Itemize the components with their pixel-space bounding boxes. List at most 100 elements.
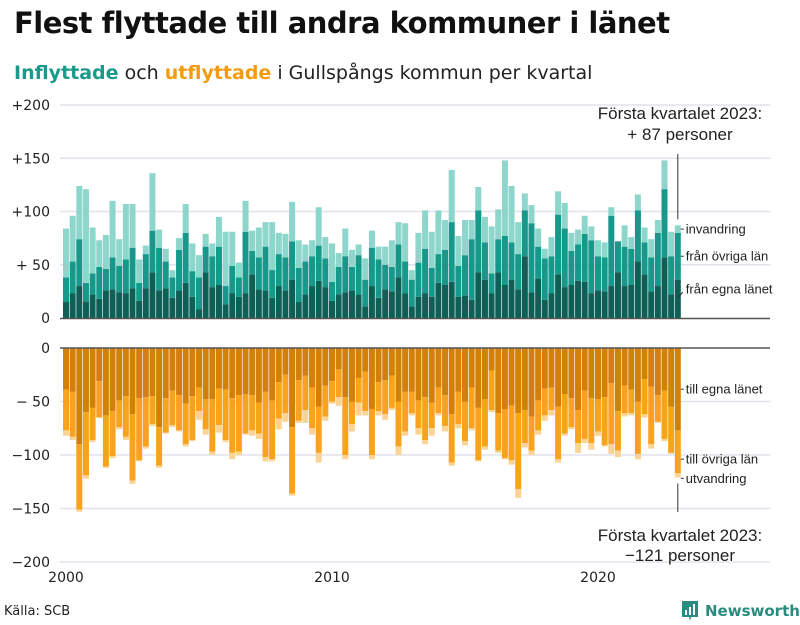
bar-out-utvandring bbox=[136, 460, 143, 462]
bar-out-egna bbox=[614, 348, 621, 412]
bar-in-egna bbox=[475, 272, 482, 318]
bar-out-egna bbox=[641, 348, 648, 380]
bar-in-egna bbox=[275, 286, 282, 318]
bar-in-invandring bbox=[275, 232, 282, 255]
bar-out-ovriga bbox=[455, 391, 462, 424]
bar-out-ovriga bbox=[69, 391, 76, 437]
bar-out-egna bbox=[348, 348, 355, 402]
bar-in-egna bbox=[568, 284, 575, 318]
bar-in-ovriga bbox=[674, 232, 681, 280]
bar-out-egna bbox=[462, 348, 468, 402]
bar-out-egna bbox=[249, 348, 256, 396]
bar-in-ovriga bbox=[322, 258, 329, 288]
bar-out-utvandring bbox=[109, 456, 116, 459]
bar-in-egna bbox=[162, 288, 169, 318]
bar-out-egna bbox=[601, 348, 608, 398]
bar-in-ovriga bbox=[282, 257, 289, 291]
bar-in-egna bbox=[348, 290, 355, 318]
bar-out-ovriga bbox=[555, 406, 562, 460]
bar-out-utvandring bbox=[255, 433, 262, 439]
bar-in-invandring bbox=[242, 200, 249, 232]
bar-out-utvandring bbox=[674, 473, 681, 478]
bar-out-egna bbox=[222, 348, 229, 390]
bar-in-invandring bbox=[315, 207, 322, 246]
bar-in-ovriga bbox=[82, 282, 89, 303]
bar-in-ovriga bbox=[169, 277, 176, 298]
bar-in-ovriga bbox=[468, 239, 475, 300]
bar-in-ovriga bbox=[608, 215, 615, 287]
bar-in-invandring bbox=[109, 200, 116, 258]
bar-out-utvandring bbox=[269, 459, 276, 462]
bar-out-utvandring bbox=[156, 465, 163, 468]
bar-in-ovriga bbox=[335, 266, 342, 295]
bar-in-egna bbox=[169, 297, 176, 318]
bar-out-utvandring bbox=[63, 430, 69, 436]
bar-in-invandring bbox=[561, 202, 568, 229]
newsworthy-logo[interactable]: Newsworthy bbox=[680, 599, 800, 623]
bar-out-egna bbox=[402, 348, 409, 392]
bar-out-egna bbox=[415, 348, 422, 401]
bar-in-ovriga bbox=[295, 267, 302, 303]
bar-out-egna bbox=[422, 348, 429, 398]
bar-in-invandring bbox=[668, 231, 675, 257]
bar-in-invandring bbox=[235, 262, 242, 278]
bar-out-ovriga bbox=[601, 397, 608, 446]
bar-in-egna bbox=[309, 286, 316, 318]
bar-out-utvandring bbox=[215, 425, 222, 433]
bar-in-ovriga bbox=[129, 247, 136, 289]
bar-out-utvandring bbox=[189, 440, 196, 442]
bar-out-egna bbox=[302, 348, 309, 376]
bar-in-egna bbox=[435, 282, 442, 318]
bar-in-ovriga bbox=[202, 246, 209, 273]
bar-out-ovriga bbox=[548, 387, 555, 411]
bar-out-utvandring bbox=[528, 450, 535, 455]
bar-in-egna bbox=[455, 296, 462, 318]
bar-in-invandring bbox=[435, 210, 442, 255]
bar-out-ovriga bbox=[242, 394, 249, 434]
bar-in-ovriga bbox=[342, 256, 349, 293]
bar-in-invandring bbox=[149, 173, 156, 231]
bar-in-egna bbox=[668, 294, 675, 318]
subtitle-och: och bbox=[118, 62, 165, 84]
bar-out-utvandring bbox=[142, 446, 149, 449]
bar-out-ovriga bbox=[348, 401, 355, 424]
bar-in-invandring bbox=[508, 185, 515, 243]
bar-out-ovriga bbox=[215, 388, 222, 426]
bar-out-ovriga bbox=[209, 399, 216, 452]
bar-out-utvandring bbox=[422, 440, 429, 445]
bar-out-utvandring bbox=[149, 423, 156, 427]
bar-in-egna bbox=[329, 300, 335, 318]
bar-in-egna bbox=[362, 306, 369, 318]
bar-out-utvandring bbox=[202, 429, 209, 435]
bar-in-ovriga bbox=[541, 258, 548, 300]
bar-in-invandring bbox=[309, 240, 316, 257]
x-tick-label: 2010 bbox=[314, 570, 350, 586]
bar-out-utvandring bbox=[235, 451, 242, 455]
bar-out-ovriga bbox=[442, 395, 449, 427]
bar-out-egna bbox=[555, 348, 562, 407]
bar-in-ovriga bbox=[368, 247, 375, 287]
bar-in-ovriga bbox=[116, 265, 123, 293]
bar-out-ovriga bbox=[189, 396, 196, 441]
bar-out-egna bbox=[495, 348, 502, 414]
bar-in-egna bbox=[102, 290, 109, 318]
bar-in-egna bbox=[235, 296, 242, 318]
bar-out-utvandring bbox=[535, 430, 542, 435]
bar-out-ovriga bbox=[196, 387, 202, 412]
bar-in-ovriga bbox=[229, 265, 236, 294]
bar-out-ovriga bbox=[515, 413, 522, 490]
bar-in-invandring bbox=[422, 210, 429, 249]
bar-in-ovriga bbox=[122, 259, 129, 294]
bar-out-egna bbox=[595, 348, 601, 400]
bar-out-utvandring bbox=[621, 413, 628, 417]
bar-out-utvandring bbox=[315, 452, 322, 463]
bar-out-utvandring bbox=[102, 466, 109, 468]
bar-in-invandring bbox=[608, 207, 615, 216]
bar-in-egna bbox=[608, 286, 615, 318]
bar-in-egna bbox=[621, 286, 628, 318]
bar-out-egna bbox=[368, 348, 375, 409]
bar-out-ovriga bbox=[408, 391, 415, 414]
bar-out-utvandring bbox=[468, 428, 475, 431]
bar-in-invandring bbox=[196, 255, 202, 278]
